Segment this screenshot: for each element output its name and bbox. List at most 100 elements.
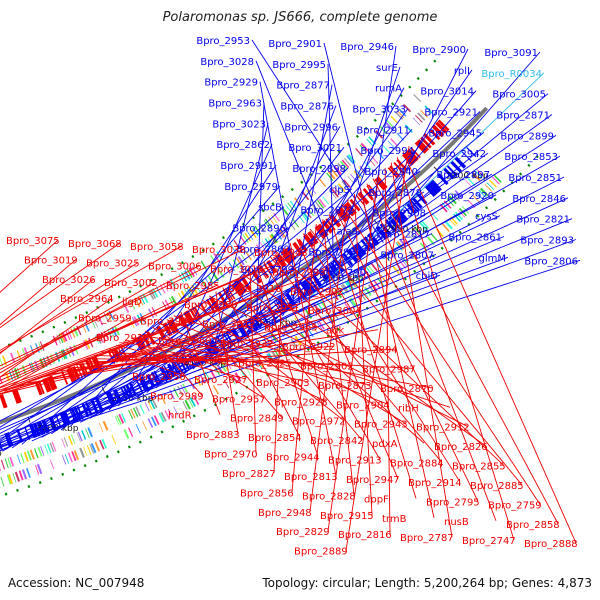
gene-label: Bpro_3068 bbox=[68, 239, 122, 250]
category-stripe bbox=[123, 429, 130, 440]
category-stripe bbox=[180, 290, 188, 301]
leader-line bbox=[396, 156, 515, 541]
leader-line bbox=[0, 239, 59, 293]
category-stripe bbox=[9, 352, 16, 363]
leader-line bbox=[50, 191, 425, 435]
gene-label: clpS bbox=[329, 185, 350, 196]
leader-line bbox=[194, 303, 345, 422]
category-stripe bbox=[120, 412, 127, 423]
category-stripe bbox=[147, 418, 154, 428]
category-stripe bbox=[268, 334, 275, 343]
reverse-gene bbox=[240, 277, 250, 291]
leader-line bbox=[215, 291, 239, 435]
gene-label: Bpro_2747 bbox=[462, 536, 516, 547]
category-stripe bbox=[37, 446, 43, 457]
category-stripe bbox=[263, 219, 270, 229]
category-stripe bbox=[40, 446, 45, 456]
gene-label: Bpro_2807 bbox=[380, 250, 434, 261]
leader-line bbox=[249, 270, 257, 454]
category-stripe bbox=[73, 450, 80, 461]
category-stripe bbox=[264, 218, 272, 228]
leader-line bbox=[276, 252, 505, 466]
category-stripe bbox=[348, 278, 356, 288]
category-stripe bbox=[330, 168, 339, 178]
gene-label: Bpro_2944 bbox=[266, 453, 320, 464]
gene-label: Bpro_2806 bbox=[524, 256, 578, 267]
gene-label: Bpro_3016 bbox=[228, 284, 282, 295]
category-stripe bbox=[439, 203, 448, 213]
category-stripe bbox=[194, 283, 201, 293]
leader-line bbox=[308, 72, 545, 300]
gene-label: Bpro_2829 bbox=[276, 527, 330, 538]
leader-line bbox=[251, 39, 384, 243]
reverse-gene bbox=[266, 259, 278, 274]
gene-label: Bpro_3026 bbox=[42, 275, 96, 286]
leader-line bbox=[350, 51, 541, 269]
category-stripe bbox=[26, 467, 31, 478]
category-stripe bbox=[392, 265, 400, 275]
category-stripe bbox=[229, 242, 236, 252]
gene-label: Bpro_2925 bbox=[238, 358, 292, 369]
gene-label: Bpro_3015 bbox=[210, 264, 264, 275]
leader-line bbox=[236, 278, 425, 444]
category-stripe bbox=[6, 474, 11, 485]
category-stripe bbox=[77, 431, 83, 442]
category-stripe bbox=[127, 427, 134, 438]
kbp-tick bbox=[101, 386, 106, 393]
gene-label: Bpro_2989 bbox=[150, 391, 204, 402]
forward-gene bbox=[429, 179, 442, 192]
category-stripe bbox=[234, 372, 242, 383]
gene-label: Bpro_2956 bbox=[132, 372, 186, 383]
category-stripe bbox=[173, 406, 179, 416]
category-stripe bbox=[359, 144, 367, 153]
category-stripe bbox=[213, 252, 220, 263]
gene-label: Bpro_2970 bbox=[204, 450, 258, 461]
category-stripe bbox=[402, 103, 412, 113]
gene-label: Bpro_2979 bbox=[224, 182, 278, 193]
forward-gene bbox=[311, 274, 323, 289]
category-stripe bbox=[33, 448, 39, 459]
category-stripe bbox=[337, 162, 346, 172]
gene-label: Bpro_2900 bbox=[412, 45, 466, 56]
gene-label: Bpro_2912 bbox=[416, 423, 470, 434]
gene-label: Bpro_3043 bbox=[254, 248, 308, 259]
gene-label: Bpro_3002 bbox=[104, 278, 158, 289]
category-stripe bbox=[384, 121, 393, 130]
reverse-gene bbox=[0, 394, 6, 409]
category-stripe bbox=[346, 280, 354, 290]
leader-line bbox=[108, 167, 349, 411]
leader-line bbox=[328, 214, 417, 499]
category-stripe bbox=[170, 295, 178, 306]
category-stripe bbox=[401, 258, 408, 268]
category-stripe bbox=[479, 187, 489, 197]
gene-label: Bpro_2945 bbox=[428, 128, 482, 139]
gene-label: adk bbox=[326, 326, 344, 337]
reverse-gene bbox=[362, 188, 374, 201]
kbp-tick-label: 3250 kbp bbox=[0, 449, 2, 459]
category-stripe bbox=[444, 220, 453, 230]
gene-label: Bpro_3058 bbox=[130, 242, 184, 253]
gene-label: Bpro_2948 bbox=[258, 508, 312, 519]
category-stripe bbox=[98, 422, 104, 433]
gene-label: Bpro_2873 bbox=[318, 381, 372, 392]
category-stripe bbox=[71, 451, 77, 462]
category-stripe bbox=[355, 148, 363, 157]
category-stripe bbox=[94, 441, 101, 452]
category-stripe bbox=[12, 472, 17, 483]
category-stripe bbox=[420, 109, 428, 118]
category-stripe bbox=[430, 233, 439, 242]
category-stripe bbox=[484, 184, 493, 192]
reverse-gene bbox=[78, 363, 87, 378]
gene-label: Bpro_2898 bbox=[292, 164, 346, 175]
category-stripe bbox=[396, 132, 405, 141]
reverse-gene bbox=[428, 128, 441, 141]
gene-label: Bpro_3091 bbox=[484, 48, 538, 59]
gene-label: glmM bbox=[479, 253, 507, 264]
leader-line bbox=[0, 278, 95, 355]
reverse-gene bbox=[41, 378, 50, 393]
gene-label: Bpro_2921 bbox=[424, 108, 478, 119]
gene-label: Bpro_2996 bbox=[284, 122, 338, 133]
reverse-gene bbox=[274, 254, 285, 268]
leader-line bbox=[345, 146, 410, 551]
category-stripe bbox=[278, 228, 286, 238]
